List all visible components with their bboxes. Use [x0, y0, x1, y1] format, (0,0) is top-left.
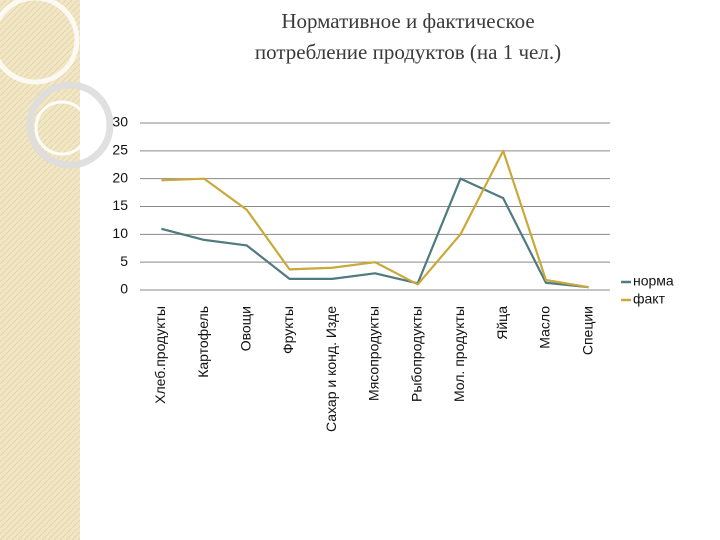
x-tick-label: Хлеб.продукты [152, 306, 168, 404]
x-tick-label: Мол. продукты [451, 306, 467, 402]
decor-ring [26, 81, 114, 169]
y-tick-label: 25 [112, 142, 128, 158]
x-tick-label: Мясопродукты [366, 306, 382, 401]
series-line [161, 149, 589, 289]
x-tick-label: Овощи [238, 306, 254, 351]
x-tick-label: Яйца [494, 306, 510, 340]
x-tick-label: Масло [537, 306, 553, 349]
y-tick-label: 5 [120, 253, 128, 269]
x-tick-label: Рыбопродукты [408, 306, 424, 402]
decor-ring [0, 0, 80, 85]
y-tick-label: 30 [112, 114, 128, 130]
x-tick-label: Сахар и конд. Изде [323, 306, 339, 432]
legend-label: норма [633, 273, 674, 289]
chart-title: Нормативное и фактическое [281, 9, 534, 33]
side-strip [0, 0, 80, 540]
y-tick-label: 15 [112, 197, 128, 213]
x-tick-label: Фрукты [280, 306, 296, 354]
y-tick-label: 20 [112, 169, 128, 185]
decor-ring [34, 100, 90, 156]
y-tick-label: 0 [120, 281, 128, 297]
series-line [161, 177, 589, 289]
legend-label: факт [633, 291, 666, 307]
x-tick-label: Специи [579, 306, 595, 355]
chart-title: потребление продуктов (на 1 чел.) [255, 40, 561, 64]
x-tick-label: Картофель [195, 306, 211, 378]
y-tick-label: 10 [112, 225, 128, 241]
